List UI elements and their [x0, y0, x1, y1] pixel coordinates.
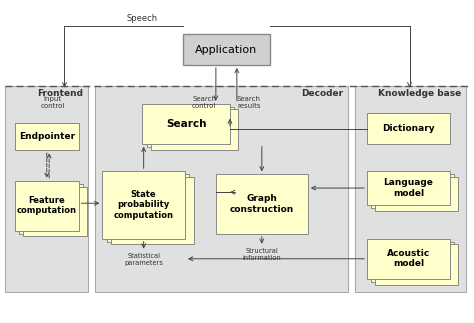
Text: Graph
construction: Graph construction [230, 194, 294, 214]
Bar [19, 184, 83, 234]
Bar [216, 174, 308, 234]
Bar [111, 177, 193, 245]
Text: Input
control: Input control [40, 96, 65, 109]
Bar [102, 171, 185, 239]
Text: State
probability
computation: State probability computation [114, 190, 173, 220]
Bar [151, 109, 238, 150]
Text: Search
results: Search results [237, 96, 261, 109]
Text: Feature
computation: Feature computation [17, 196, 77, 215]
Bar [23, 187, 87, 236]
Bar [143, 104, 230, 144]
Text: Application: Application [195, 45, 257, 55]
Text: Acoustic
model: Acoustic model [387, 249, 430, 268]
Bar [367, 171, 450, 205]
Bar [15, 181, 79, 231]
Text: Decoder: Decoder [301, 89, 343, 98]
Bar [95, 86, 348, 292]
Bar [371, 174, 454, 208]
Bar [367, 113, 450, 144]
Text: Dictionary: Dictionary [382, 124, 435, 133]
Bar [367, 239, 450, 279]
Bar [355, 86, 466, 292]
Bar [375, 245, 458, 285]
Bar [375, 177, 458, 211]
Bar [15, 123, 79, 150]
Text: Frontend: Frontend [37, 89, 83, 98]
Text: Speech: Speech [127, 14, 158, 23]
Bar [147, 107, 234, 147]
Text: Language
model: Language model [383, 178, 433, 198]
Text: Statistical
parameters: Statistical parameters [124, 253, 163, 266]
Text: Knowledge base: Knowledge base [378, 89, 462, 98]
Bar [182, 35, 270, 65]
Bar [107, 174, 189, 242]
Bar [371, 242, 454, 282]
Text: Structural
information: Structural information [242, 248, 281, 261]
Text: Endpointer: Endpointer [18, 132, 75, 141]
Bar [5, 86, 88, 292]
Text: Search: Search [166, 119, 207, 129]
Text: Search
control: Search control [192, 96, 216, 109]
